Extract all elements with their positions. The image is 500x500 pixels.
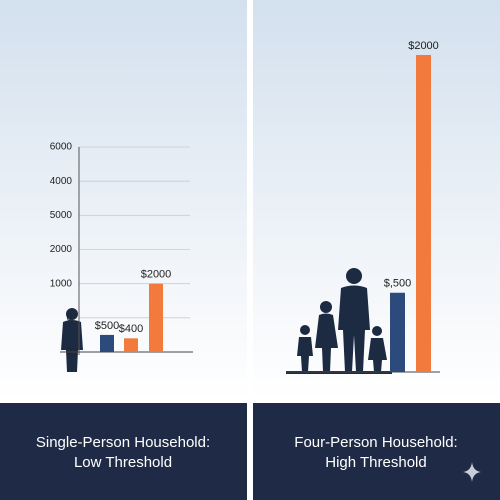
single-person-silhouette: [61, 308, 83, 372]
bar: [124, 338, 138, 352]
caption: High Threshold: [325, 454, 426, 471]
value-label: $2000: [141, 269, 172, 281]
y-tick-label: 6000: [50, 142, 73, 153]
bar: [149, 283, 163, 352]
y-tick-label: 2000: [50, 244, 73, 255]
value-label: $400: [119, 323, 143, 335]
sparkle-icon: [463, 462, 481, 482]
y-tick-label: 4000: [50, 176, 73, 187]
family-silhouette: [286, 268, 392, 374]
caption: Single-Person Household:: [36, 434, 210, 451]
bar: [100, 334, 114, 352]
caption: Four-Person Household:: [294, 434, 457, 451]
y-tick-label: 0: [66, 312, 72, 323]
caption: Low Threshold: [74, 454, 172, 471]
bar: [416, 55, 431, 372]
value-label: $,500: [384, 278, 412, 290]
bar: [390, 292, 405, 372]
value-label: $2000: [408, 40, 439, 52]
value-label: $500: [95, 320, 119, 332]
right-caption-band: [253, 403, 500, 500]
left-caption-band: [0, 403, 247, 500]
y-tick-label: 1000: [50, 278, 73, 289]
y-tick-label: 5000: [50, 210, 73, 221]
left-panel: [0, 0, 247, 400]
